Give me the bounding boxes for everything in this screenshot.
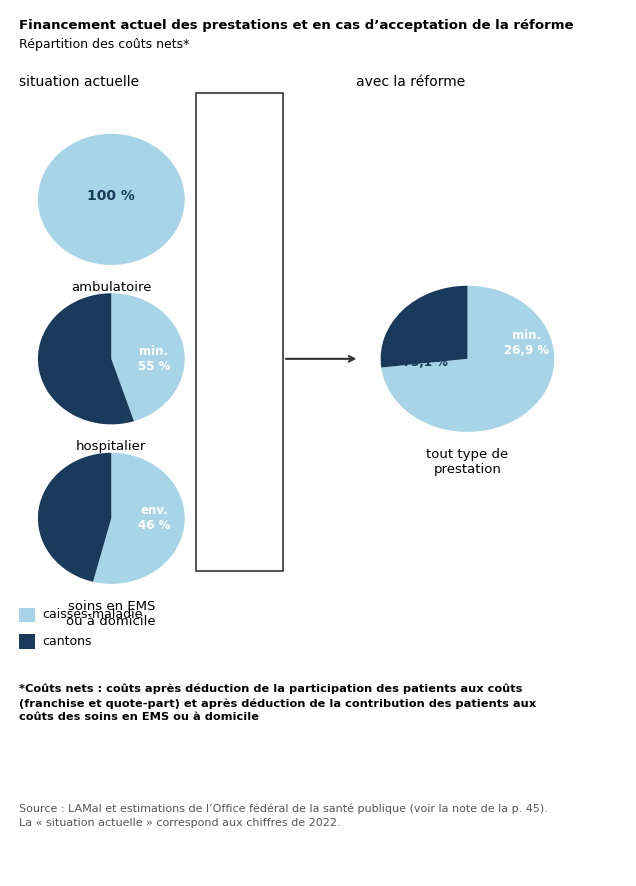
- Bar: [196, 93, 283, 571]
- Wedge shape: [380, 286, 467, 368]
- Text: 100 %: 100 %: [87, 189, 135, 203]
- Text: max.
73,1 %: max. 73,1 %: [403, 341, 448, 369]
- Wedge shape: [38, 134, 184, 265]
- Wedge shape: [38, 453, 111, 582]
- Text: situation actuelle: situation actuelle: [19, 75, 139, 89]
- Text: soins en EMS
ou à domicile: soins en EMS ou à domicile: [67, 600, 156, 628]
- Text: Financement actuel des prestations et en cas d’acceptation de la réforme: Financement actuel des prestations et en…: [19, 19, 574, 33]
- Text: avec la réforme: avec la réforme: [356, 75, 466, 89]
- Text: tout type de
prestation: tout type de prestation: [426, 448, 509, 476]
- Text: ambulatoire: ambulatoire: [71, 281, 151, 294]
- Text: caisses-maladie: caisses-maladie: [43, 609, 143, 621]
- Text: *Coûts nets : coûts après déduction de la participation des patients aux coûts
(: *Coûts nets : coûts après déduction de l…: [19, 684, 536, 722]
- Wedge shape: [111, 293, 184, 421]
- Text: min.
26,9 %: min. 26,9 %: [504, 329, 549, 357]
- Bar: [19, 608, 35, 622]
- Bar: [19, 634, 35, 649]
- Wedge shape: [93, 453, 184, 584]
- Text: cantons: cantons: [43, 635, 92, 648]
- Text: hospitalier: hospitalier: [76, 440, 146, 454]
- Text: max.
45 %: max. 45 %: [53, 345, 85, 373]
- Text: Répartition des coûts nets*: Répartition des coûts nets*: [19, 38, 190, 51]
- Text: min.
55 %: min. 55 %: [137, 345, 170, 373]
- Wedge shape: [381, 286, 555, 431]
- Text: env.
54 %: env. 54 %: [55, 504, 87, 532]
- Text: env.
46 %: env. 46 %: [137, 504, 170, 532]
- Text: Source : LAMal et estimations de l’Office fédéral de la santé publique (voir la : Source : LAMal et estimations de l’Offic…: [19, 804, 548, 828]
- Wedge shape: [38, 293, 134, 424]
